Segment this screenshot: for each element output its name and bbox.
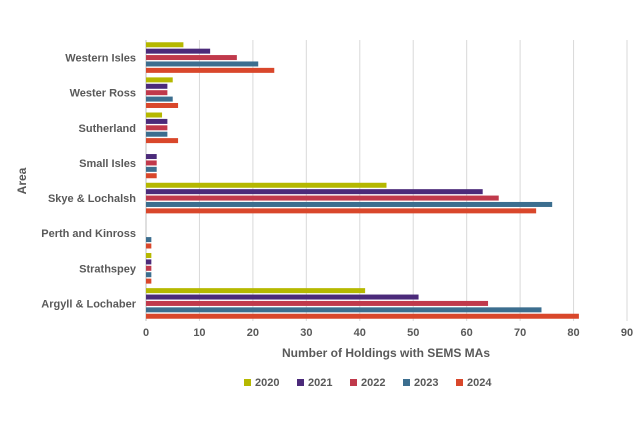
x-tick-label: 90 [621, 327, 633, 339]
legend-swatch-2020 [244, 379, 251, 386]
legend-swatch-2022 [350, 379, 357, 386]
bar-2024-4 [146, 173, 157, 179]
bar-2021-8 [146, 294, 419, 300]
category-label: Wester Ross [70, 88, 136, 100]
bar-2021-2 [146, 83, 168, 89]
legend-label-2024: 2024 [467, 377, 492, 389]
bar-2024-2 [146, 102, 179, 108]
bar-2024-3 [146, 138, 179, 144]
bar-2020-5 [146, 182, 387, 188]
x-tick-label: 60 [461, 327, 473, 339]
x-tick-labels: 0 10 20 30 40 50 60 70 80 90 [143, 327, 633, 339]
bar-2024-5 [146, 208, 537, 214]
bar-2021-1 [146, 48, 211, 54]
bar-2020-3 [146, 112, 163, 118]
bars [146, 42, 579, 319]
bar-2024-6 [146, 243, 152, 249]
category-label: Western Isles [65, 53, 136, 65]
legend-label-2021: 2021 [308, 377, 332, 389]
bar-2023-7 [146, 272, 152, 278]
legend-label-2020: 2020 [255, 377, 279, 389]
bar-2024-8 [146, 313, 579, 319]
legend-label-2023: 2023 [414, 377, 438, 389]
bar-2020-8 [146, 288, 366, 294]
bar-2022-1 [146, 55, 237, 61]
bar-2020-1 [146, 42, 184, 48]
x-tick-label: 10 [193, 327, 205, 339]
bar-2021-5 [146, 189, 483, 195]
bar-2020-2 [146, 77, 173, 83]
x-tick-label: 30 [300, 327, 312, 339]
grid-lines [145, 40, 628, 321]
bar-2024-1 [146, 67, 275, 73]
x-tick-label: 20 [247, 327, 259, 339]
bar-2021-7 [146, 259, 152, 265]
bar-2022-2 [146, 90, 168, 96]
y-axis-title: Area [15, 167, 29, 194]
bar-2022-3 [146, 125, 168, 131]
bar-2023-4 [146, 166, 157, 172]
category-label: Perth and Kinross [41, 228, 136, 240]
x-tick-label: 40 [354, 327, 366, 339]
bar-2023-1 [146, 61, 259, 67]
x-tick-label: 70 [514, 327, 526, 339]
bar-2023-6 [146, 237, 152, 243]
bar-2023-5 [146, 201, 553, 207]
category-label: Skye & Lochalsh [48, 193, 136, 205]
category-label: Small Isles [79, 158, 136, 170]
bar-2023-3 [146, 131, 168, 137]
category-label: Strathspey [79, 263, 137, 275]
bar-2020-7 [146, 253, 152, 259]
x-tick-label: 80 [567, 327, 579, 339]
bar-2021-3 [146, 118, 168, 124]
bar-2022-5 [146, 195, 499, 201]
legend-swatch-2021 [297, 379, 304, 386]
bar-2023-2 [146, 96, 173, 102]
legend: 2020 2021 2022 2023 2024 [244, 377, 492, 389]
bar-2024-7 [146, 278, 152, 284]
category-label: Argyll & Lochaber [41, 298, 136, 310]
category-labels: Western Isles Wester Ross Sutherland Small … [41, 53, 137, 311]
bar-2021-4 [146, 154, 157, 160]
x-axis-title: Number of Holdings with SEMS MAs [282, 346, 490, 360]
legend-label-2022: 2022 [361, 377, 385, 389]
x-tick-label: 0 [143, 327, 149, 339]
legend-swatch-2023 [403, 379, 410, 386]
bar-2022-7 [146, 265, 152, 271]
category-label: Sutherland [79, 123, 136, 135]
bar-2022-4 [146, 160, 157, 166]
legend-swatch-2024 [456, 379, 463, 386]
bar-2022-8 [146, 300, 489, 306]
x-tick-label: 50 [407, 327, 419, 339]
bar-2023-8 [146, 307, 542, 313]
